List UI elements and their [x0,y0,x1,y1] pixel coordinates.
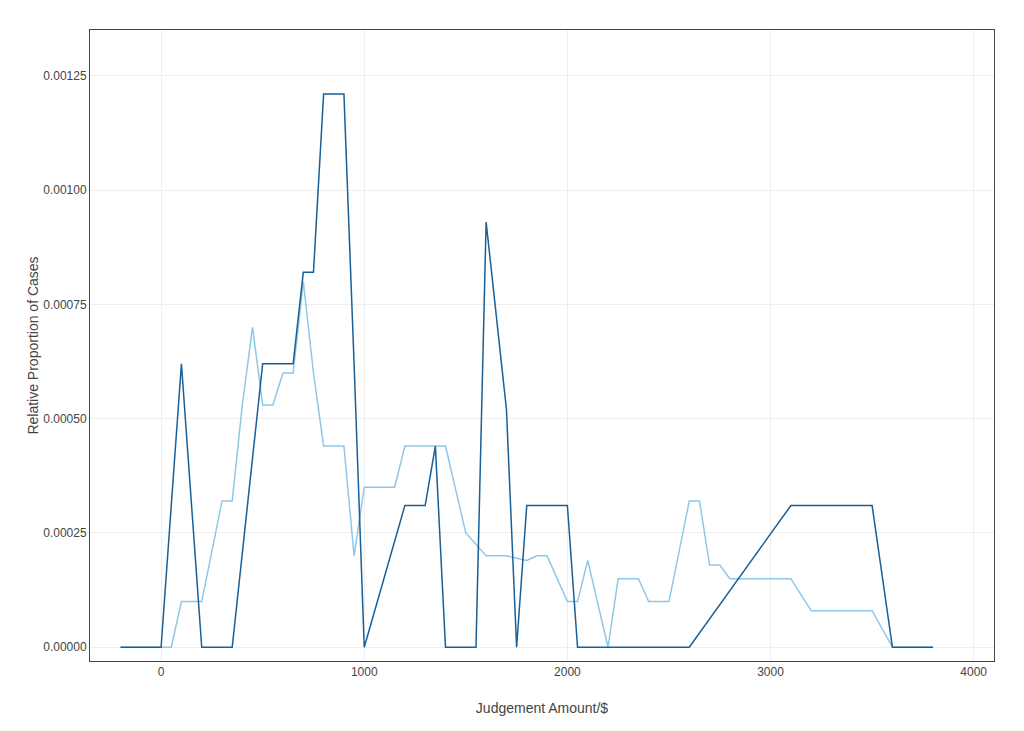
svg-text:0.00100: 0.00100 [43,183,87,197]
svg-text:0.00000: 0.00000 [43,640,87,654]
svg-text:3000: 3000 [757,665,784,679]
svg-text:2000: 2000 [554,665,581,679]
svg-text:Relative Proportion of Cases: Relative Proportion of Cases [25,256,41,434]
svg-text:0: 0 [158,665,165,679]
svg-text:0.00125: 0.00125 [43,69,87,83]
svg-text:4000: 4000 [960,665,987,679]
svg-text:0.00050: 0.00050 [43,412,87,426]
svg-text:1000: 1000 [351,665,378,679]
svg-text:Judgement Amount/$: Judgement Amount/$ [476,700,609,716]
svg-text:0.00075: 0.00075 [43,298,87,312]
svg-text:0.00025: 0.00025 [43,526,87,540]
